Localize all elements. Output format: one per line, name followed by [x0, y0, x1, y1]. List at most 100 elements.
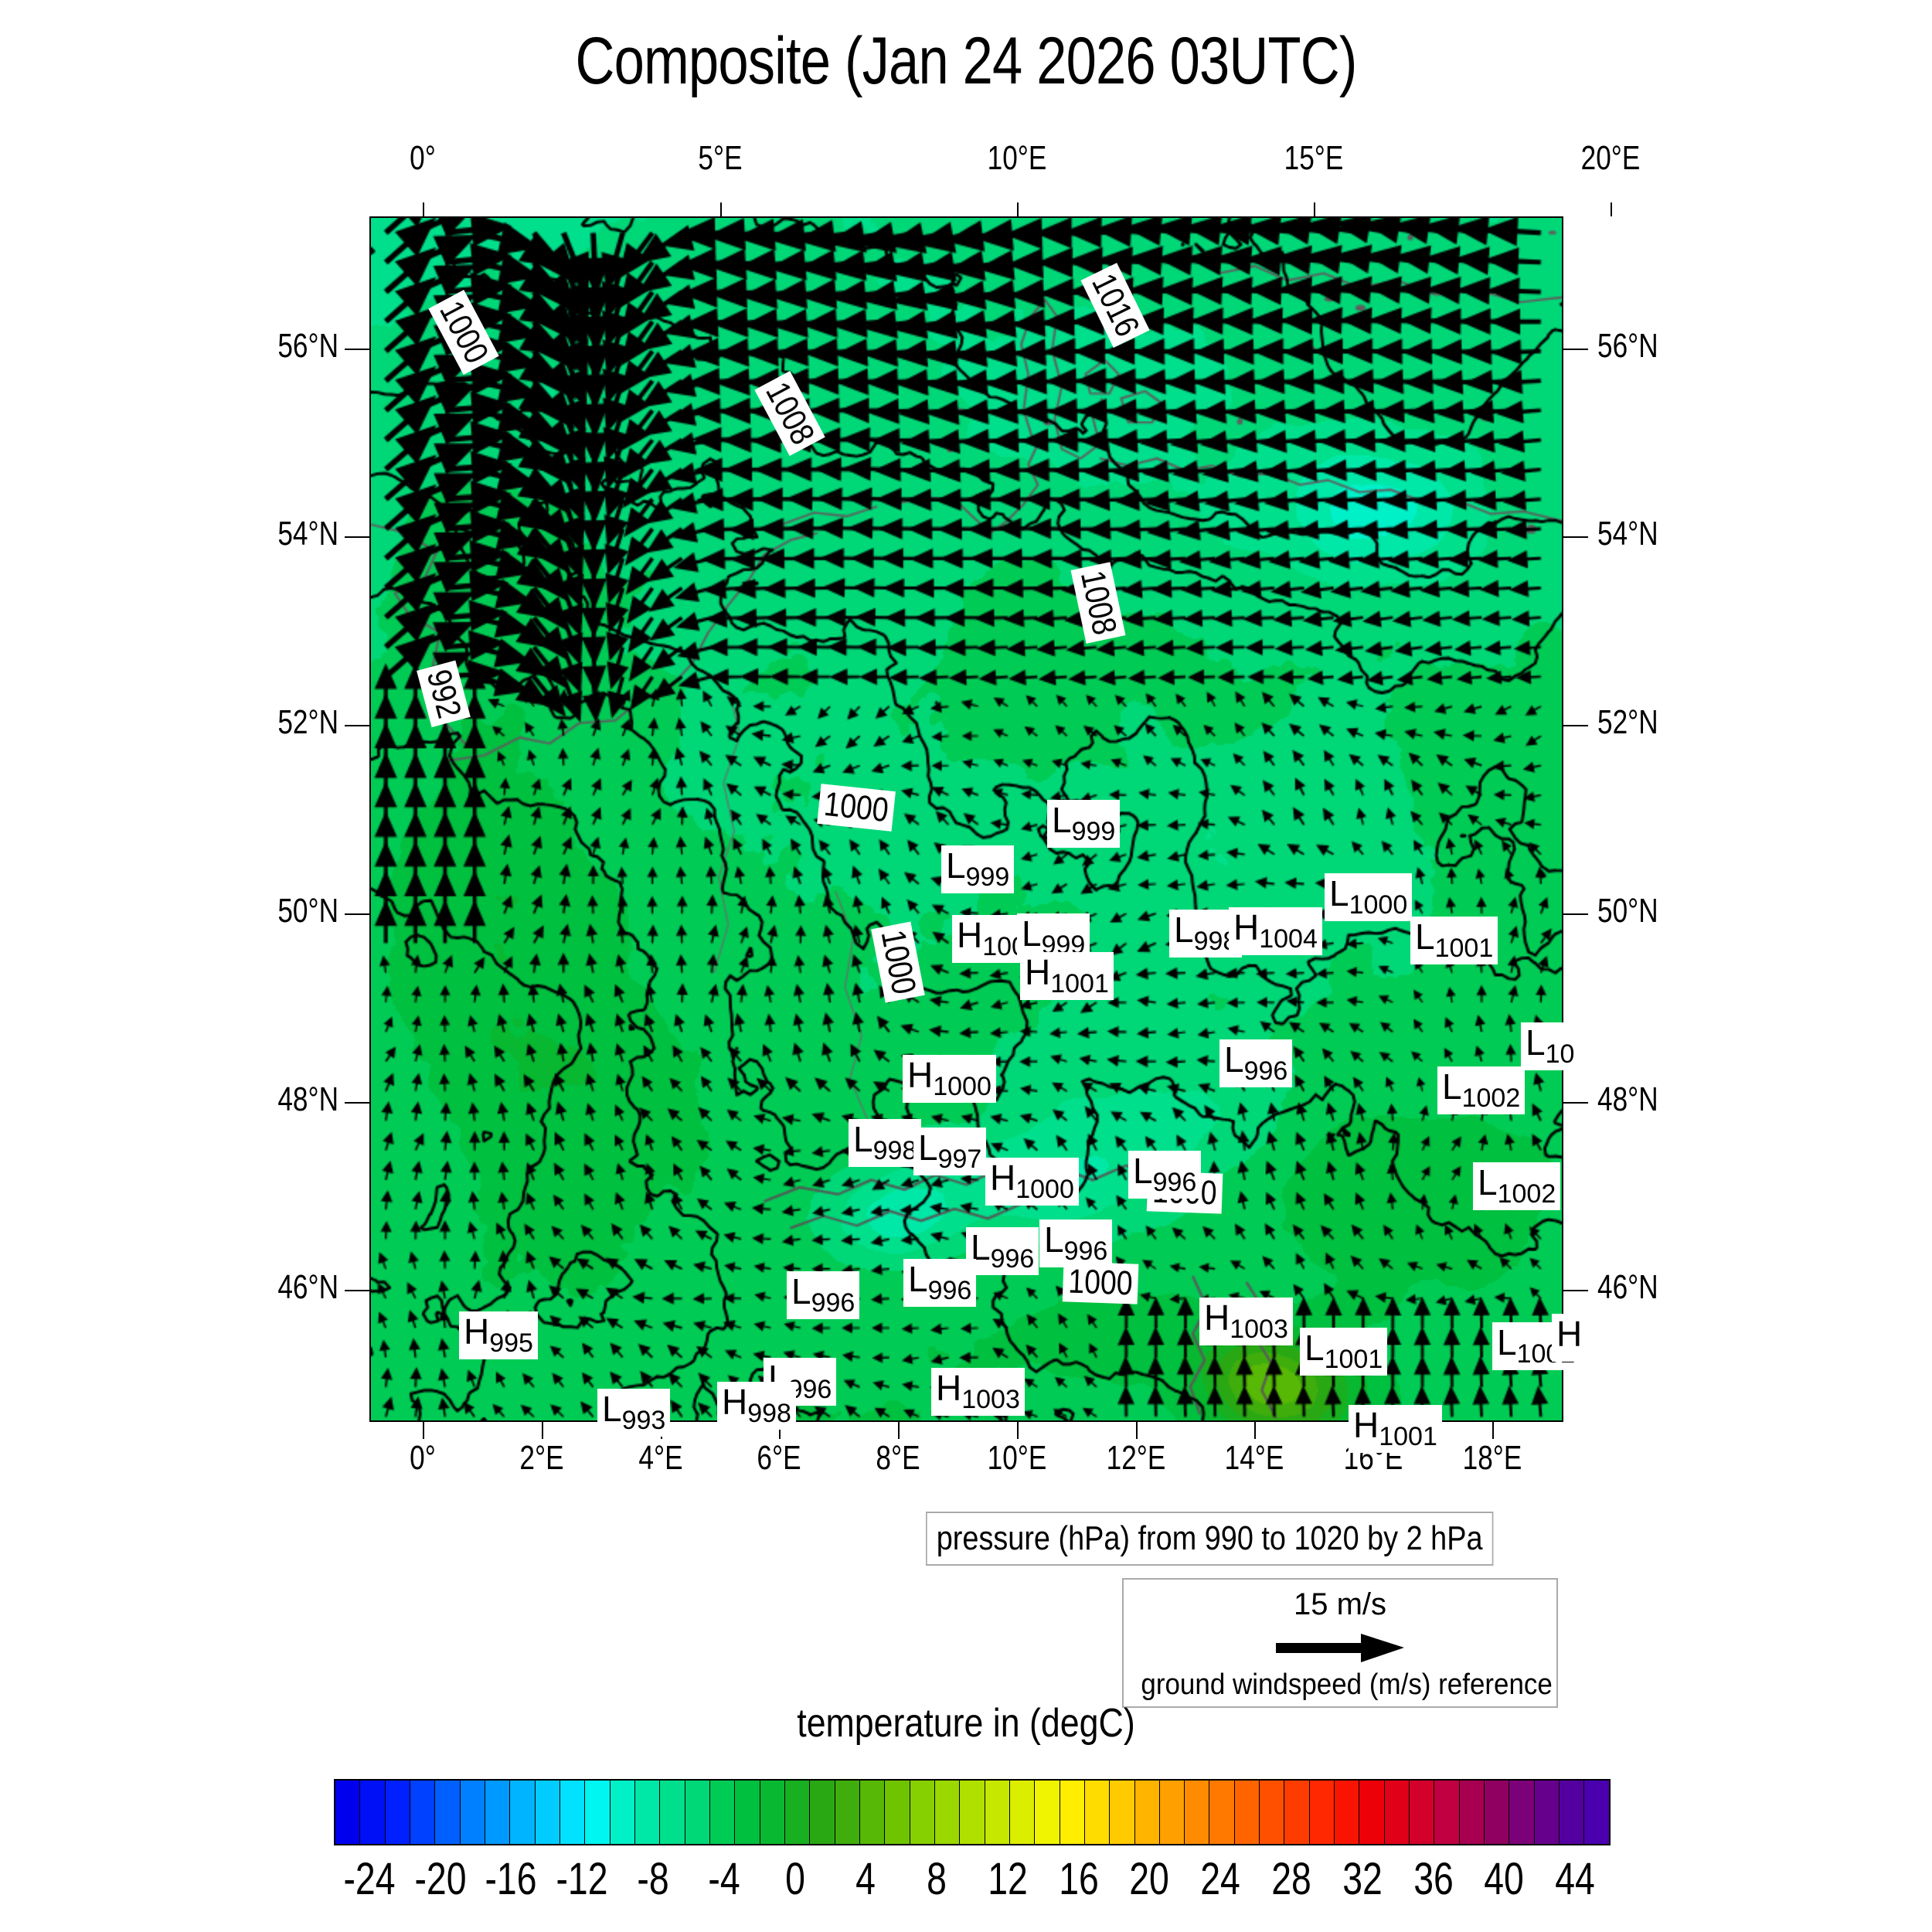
map-plot-area[interactable] [369, 216, 1563, 1422]
axis-label-right: 48°N [1597, 1080, 1658, 1118]
colorbar-swatch [510, 1781, 536, 1844]
colorbar-swatch [1260, 1781, 1285, 1844]
colorbar-tick-label: 4 [855, 1854, 876, 1904]
colorbar-swatch [360, 1781, 386, 1844]
colorbar-swatch [835, 1781, 860, 1844]
axis-label-right: 54°N [1597, 515, 1658, 553]
page-title: Composite (Jan 24 2026 03UTC) [575, 24, 1357, 98]
axis-label-bottom: 12°E [1106, 1439, 1165, 1477]
pressure-system-label: H1001 [1349, 1405, 1442, 1454]
colorbar-swatch [784, 1781, 811, 1844]
colorbar-tick-label: -16 [485, 1854, 537, 1904]
colorbar-swatch [1084, 1781, 1111, 1844]
axis-tick-top [1314, 202, 1316, 216]
colorbar-swatch [1110, 1781, 1135, 1844]
axis-label-right: 56°N [1597, 326, 1658, 365]
pressure-system-label: H1000 [903, 1055, 996, 1104]
axis-label-top: 0° [410, 139, 436, 177]
colorbar-swatch [934, 1781, 961, 1844]
axis-label-bottom: 10°E [987, 1439, 1047, 1477]
axis-tick-bottom [1492, 1422, 1494, 1439]
wind-reference-caption: ground windspeed (m/s) reference [1141, 1668, 1553, 1701]
pressure-system-label: H1004 [1229, 907, 1322, 956]
colorbar-swatch [660, 1781, 685, 1844]
axis-tick-top [423, 202, 425, 216]
colorbar-tick-label: 28 [1271, 1854, 1311, 1904]
colorbar-swatch [735, 1781, 760, 1844]
axis-label-left: 50°N [277, 891, 338, 930]
colorbar[interactable] [334, 1779, 1611, 1845]
axis-tick-top [1611, 202, 1613, 216]
axis-label-bottom: 2°E [519, 1439, 564, 1477]
colorbar-swatch [1159, 1781, 1185, 1844]
colorbar-swatch [485, 1781, 511, 1844]
axis-label-left: 46°N [277, 1268, 338, 1307]
pressure-system-label: L996 [787, 1271, 860, 1320]
pressure-system-label: L996 [1128, 1151, 1202, 1199]
isobar-label: 1000 [1062, 1261, 1139, 1304]
colorbar-cells [334, 1779, 1611, 1845]
colorbar-swatch [1335, 1781, 1360, 1844]
axis-tick-bottom [541, 1422, 543, 1439]
axis-label-left: 54°N [277, 515, 338, 553]
colorbar-tick-label: 44 [1555, 1854, 1595, 1904]
axis-label-left: 48°N [277, 1080, 338, 1118]
colorbar-swatch [335, 1781, 361, 1844]
colorbar-swatch [709, 1781, 736, 1844]
colorbar-tick-label: 36 [1413, 1854, 1454, 1904]
axis-label-top: 15°E [1284, 139, 1344, 177]
colorbar-swatch [1234, 1781, 1260, 1844]
colorbar-swatch [1410, 1781, 1435, 1844]
colorbar-swatch [1434, 1781, 1460, 1844]
colorbar-swatch [1459, 1781, 1485, 1844]
axis-label-left: 56°N [277, 326, 338, 365]
axis-label-top: 5°E [697, 139, 743, 177]
colorbar-tick-label: 32 [1342, 1854, 1383, 1904]
axis-tick-bottom [1135, 1422, 1138, 1439]
axis-tick-left [345, 913, 369, 915]
colorbar-swatch [885, 1781, 910, 1844]
pressure-system-label: L1002 [1437, 1066, 1526, 1115]
pressure-system-label: L996 [903, 1259, 977, 1308]
axis-tick-right [1563, 913, 1588, 915]
pressure-system-label: L993 [597, 1389, 671, 1437]
pressure-legend: pressure (hPa) from 990 to 1020 by 2 hPa [926, 1512, 1494, 1566]
axis-label-bottom: 4°E [638, 1439, 683, 1477]
axis-tick-top [719, 202, 722, 216]
pressure-system-label: H998 [717, 1382, 796, 1430]
axis-tick-left [345, 536, 369, 539]
pressure-system-label: L996 [1219, 1039, 1293, 1088]
colorbar-tick-label: 0 [784, 1854, 805, 1904]
colorbar-swatch [760, 1781, 785, 1844]
axis-tick-bottom [898, 1422, 900, 1439]
colorbar-tick-label: -12 [556, 1854, 608, 1904]
colorbar-tick-label: 40 [1484, 1854, 1525, 1904]
axis-label-right: 46°N [1597, 1268, 1658, 1307]
colorbar-tick-label: -4 [708, 1854, 740, 1904]
isobar-label: 1000 [817, 784, 896, 832]
pressure-system-label: H1001 [1020, 952, 1114, 1001]
pressure-system-label: H [1552, 1314, 1587, 1362]
axis-label-left: 52°N [277, 703, 338, 742]
colorbar-swatch [1584, 1781, 1609, 1844]
colorbar-swatch [460, 1781, 485, 1844]
axis-label-bottom: 0° [410, 1439, 436, 1477]
axis-label-bottom: 8°E [876, 1439, 920, 1477]
colorbar-swatch [1359, 1781, 1385, 1844]
colorbar-swatch [985, 1781, 1010, 1844]
colorbar-swatch [1009, 1781, 1036, 1844]
axis-tick-bottom [779, 1422, 781, 1439]
map-panel [369, 216, 1563, 1422]
colorbar-swatch [960, 1781, 985, 1844]
colorbar-swatch [610, 1781, 635, 1844]
axis-tick-bottom [1016, 1422, 1019, 1439]
colorbar-swatch [1035, 1781, 1060, 1844]
pressure-system-label: L10 [1521, 1022, 1580, 1071]
colorbar-swatch [859, 1781, 886, 1844]
pressure-system-label: L999 [1047, 800, 1121, 849]
axis-tick-right [1563, 536, 1588, 539]
axis-label-top: 20°E [1581, 139, 1641, 177]
colorbar-swatch [410, 1781, 436, 1844]
colorbar-swatch [1485, 1781, 1510, 1844]
colorbar-tick-label: 20 [1129, 1854, 1170, 1904]
